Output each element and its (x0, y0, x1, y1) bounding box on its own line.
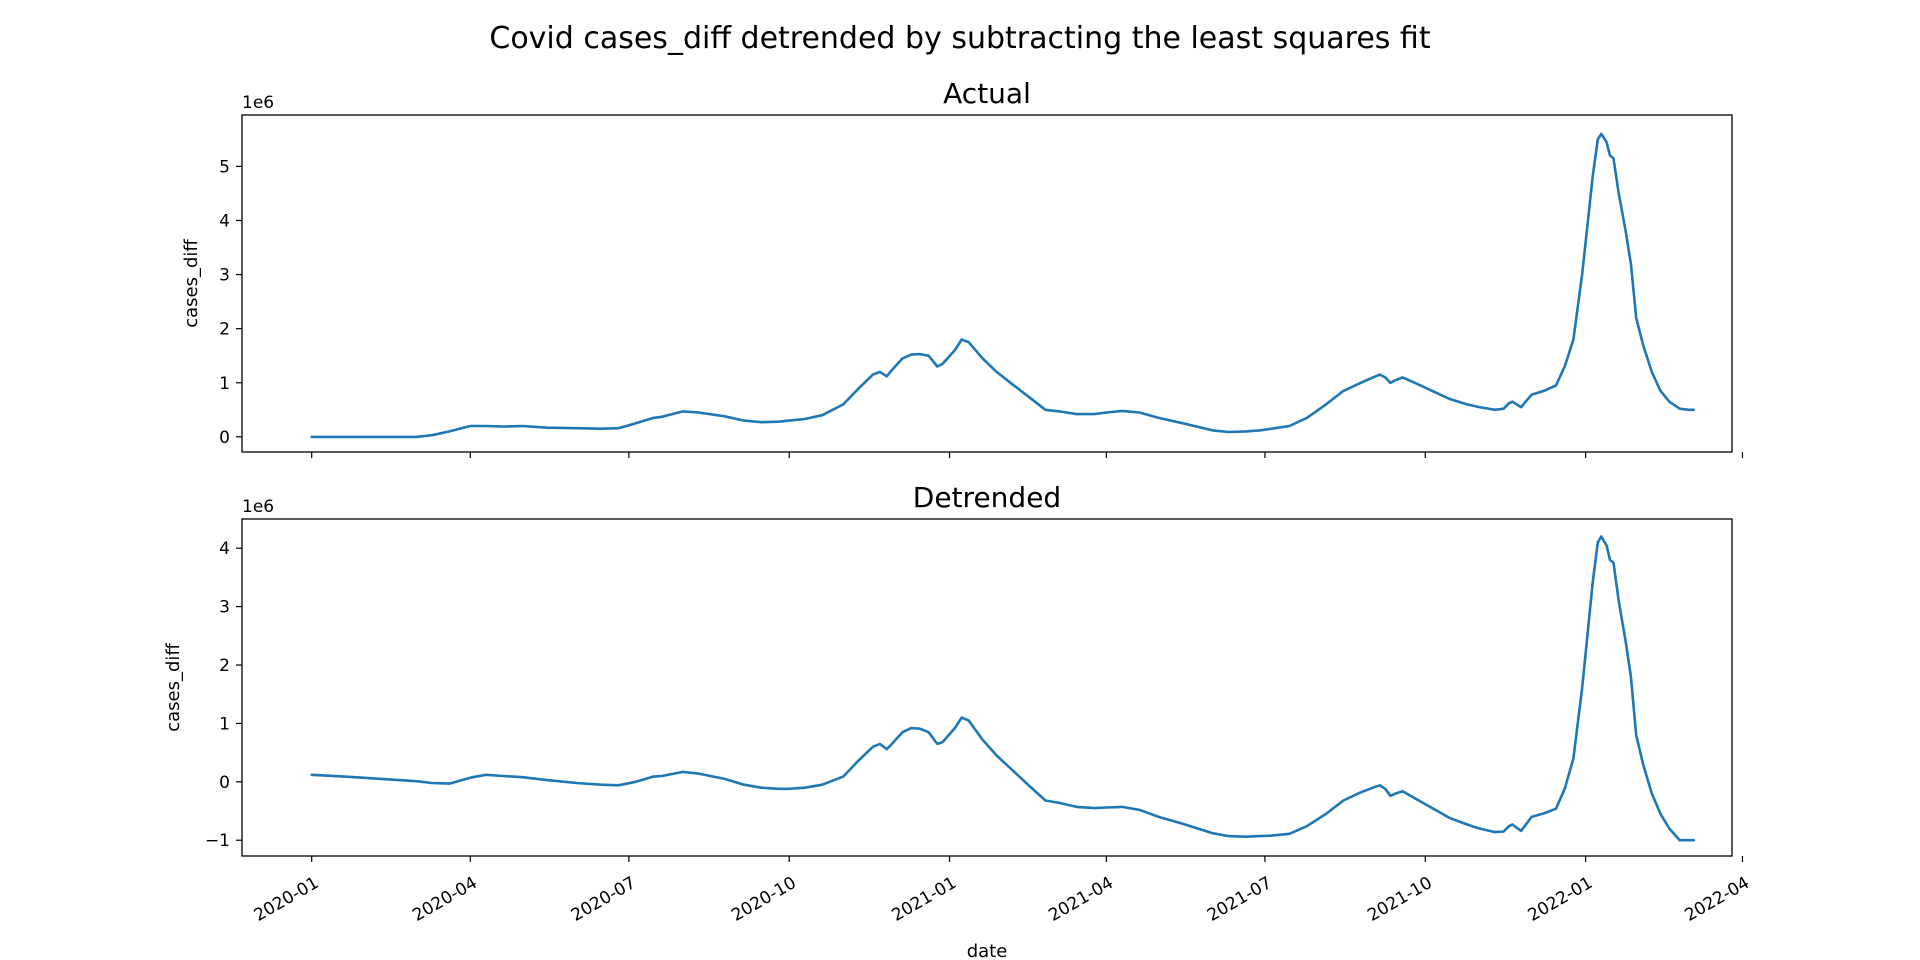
detrended-axes-frame (241, 518, 1733, 857)
detrended-y-tick-label: 0 (219, 773, 230, 793)
figure-title: Covid cases_diff detrended by subtractin… (489, 21, 1430, 56)
detrended-y-tick-label: 3 (219, 598, 230, 618)
detrended-panel-title: Detrended (913, 481, 1061, 514)
actual-y-tick-label: 2 (219, 320, 230, 340)
detrended-y-tick-label: 2 (219, 656, 230, 676)
actual-y-tick-label: 1 (219, 374, 230, 394)
actual-series-line (310, 132, 1695, 439)
detrended-x-axis-label: date (967, 941, 1008, 960)
actual-y-axis-label: cases_diff (181, 239, 202, 328)
actual-y-tick-label: 5 (219, 157, 230, 177)
detrended-y-tick-label: 4 (219, 539, 230, 559)
actual-y-tick-label: 3 (219, 266, 230, 286)
actual-axes-frame (241, 114, 1733, 453)
actual-panel-title: Actual (943, 77, 1031, 110)
detrended-offset-label: 1e6 (242, 497, 274, 517)
detrended-y-axis-label: cases_diff (163, 643, 184, 732)
actual-y-tick-label: 4 (219, 211, 230, 231)
actual-axes: Actual 1e6 cases_diff 0 1 2 3 4 5 (181, 77, 1744, 458)
actual-offset-label: 1e6 (242, 93, 274, 113)
detrended-y-tick-label: −1 (205, 831, 230, 851)
detrended-y-tick-label: 1 (219, 714, 230, 734)
detrended-series-line (310, 535, 1695, 842)
actual-y-tick-label: 0 (219, 428, 230, 448)
